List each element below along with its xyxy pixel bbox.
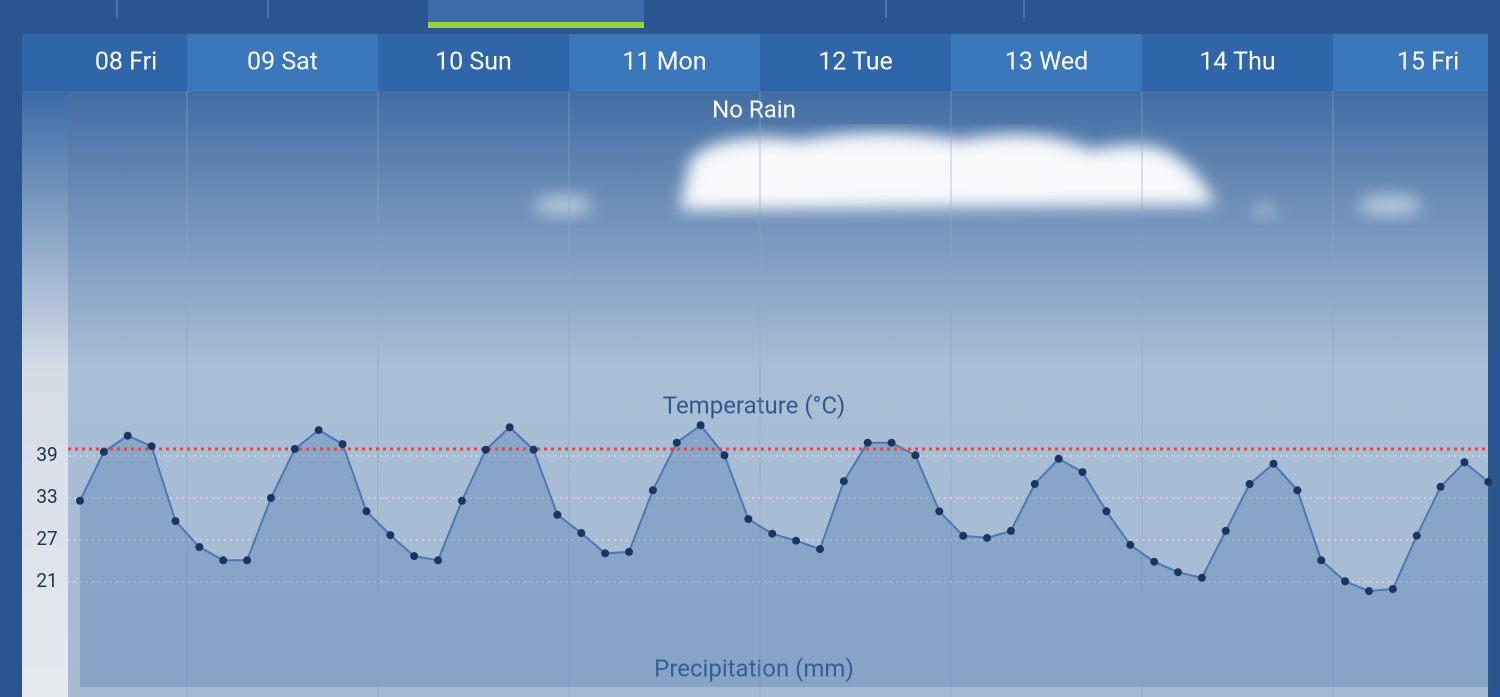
day-header-cell <box>187 34 378 91</box>
temperature-point <box>243 556 252 565</box>
y-tick-label: 39 <box>36 443 57 466</box>
temperature-point <box>338 440 347 449</box>
temperature-point <box>1341 577 1350 586</box>
temperature-point <box>815 545 824 554</box>
y-tick-label: 21 <box>36 569 57 592</box>
temperature-point <box>625 547 634 556</box>
temperature-point <box>744 515 753 523</box>
temperature-point <box>983 533 992 542</box>
day-label: 15 Fri <box>1397 48 1459 77</box>
y-tick-label: 27 <box>36 527 57 550</box>
day-header-cell <box>569 34 760 91</box>
temperature-point <box>577 529 586 537</box>
day-header-cell <box>951 34 1142 91</box>
temperature-point <box>123 431 132 440</box>
temperature-point <box>648 486 657 495</box>
day-label: 10 Sun <box>435 48 512 77</box>
temperature-point <box>1078 468 1087 477</box>
temperature-point <box>457 496 466 505</box>
active-tab[interactable] <box>428 0 644 24</box>
temperature-point <box>959 531 968 540</box>
temperature-point <box>911 451 920 460</box>
temperature-point <box>672 438 681 447</box>
chart-title: Temperature (°C) <box>663 391 845 419</box>
precipitation-summary: No Rain <box>712 95 796 123</box>
temperature-area <box>80 425 1489 687</box>
temperature-point <box>362 507 371 516</box>
temperature-point <box>768 529 777 538</box>
temperature-point <box>171 517 180 526</box>
temperature-point <box>1126 540 1135 549</box>
day-label: 11 Mon <box>622 48 706 77</box>
temperature-point <box>1006 526 1015 535</box>
temperature-point <box>410 552 419 561</box>
temperature-line <box>79 423 1489 593</box>
day-label: 09 Sat <box>247 48 318 77</box>
temperature-point <box>434 556 443 565</box>
day-label: 08 Fri <box>95 48 157 77</box>
clouds <box>533 132 1422 216</box>
temperature-point <box>839 477 848 486</box>
day-header-cell <box>378 34 569 91</box>
temperature-point <box>1484 477 1493 486</box>
day-header-cell <box>760 34 951 91</box>
side-strip <box>22 91 68 697</box>
temperature-point <box>1102 507 1111 516</box>
temperature-point <box>1030 480 1039 488</box>
temperature-point <box>266 494 275 502</box>
day-header-cell <box>1142 34 1333 91</box>
temperature-point <box>1412 531 1421 540</box>
nav-dividers <box>116 0 1025 18</box>
temperature-point <box>195 543 204 551</box>
day-header-cell <box>1333 34 1488 91</box>
day-header-cell <box>22 34 187 91</box>
temperature-point <box>887 438 896 447</box>
temperature-point <box>1460 458 1469 467</box>
temperature-point <box>1436 482 1445 491</box>
temperature-point <box>386 531 395 540</box>
active-tab-underline <box>428 22 644 28</box>
temperature-point <box>505 423 514 432</box>
temperature-point <box>601 549 610 558</box>
precipitation-title: Precipitation (mm) <box>654 654 854 682</box>
day-label: 12 Tue <box>818 48 893 77</box>
temperature-point <box>529 445 538 454</box>
top-nav <box>0 0 1500 30</box>
y-tick-label: 33 <box>36 485 57 508</box>
temperature-point <box>792 536 801 545</box>
temperature-point <box>99 447 108 456</box>
temperature-point <box>1317 556 1326 565</box>
day-label: 14 Thu <box>1199 48 1275 77</box>
temperature-point <box>147 442 156 451</box>
temperature-point <box>720 451 729 460</box>
temperature-point <box>481 445 490 454</box>
temperature-point <box>1388 585 1397 593</box>
temperature-point <box>1221 526 1230 535</box>
temperature-point <box>1197 573 1206 582</box>
temperature-point <box>1174 568 1183 577</box>
temperature-point <box>553 510 562 519</box>
temperature-point <box>76 496 84 505</box>
temperature-point <box>1269 459 1278 468</box>
temperature-point <box>1150 557 1159 566</box>
temperature-point <box>1245 480 1254 488</box>
temperature-point <box>696 421 705 430</box>
temperature-point <box>219 556 228 565</box>
temperature-point <box>290 445 299 453</box>
temperature-point <box>1054 454 1063 463</box>
day-label: 13 Wed <box>1005 48 1088 77</box>
temperature-point <box>1293 486 1302 495</box>
temperature-point <box>863 438 872 447</box>
temperature-point <box>1364 587 1373 596</box>
temperature-point <box>314 426 323 435</box>
temperature-point <box>935 507 944 516</box>
